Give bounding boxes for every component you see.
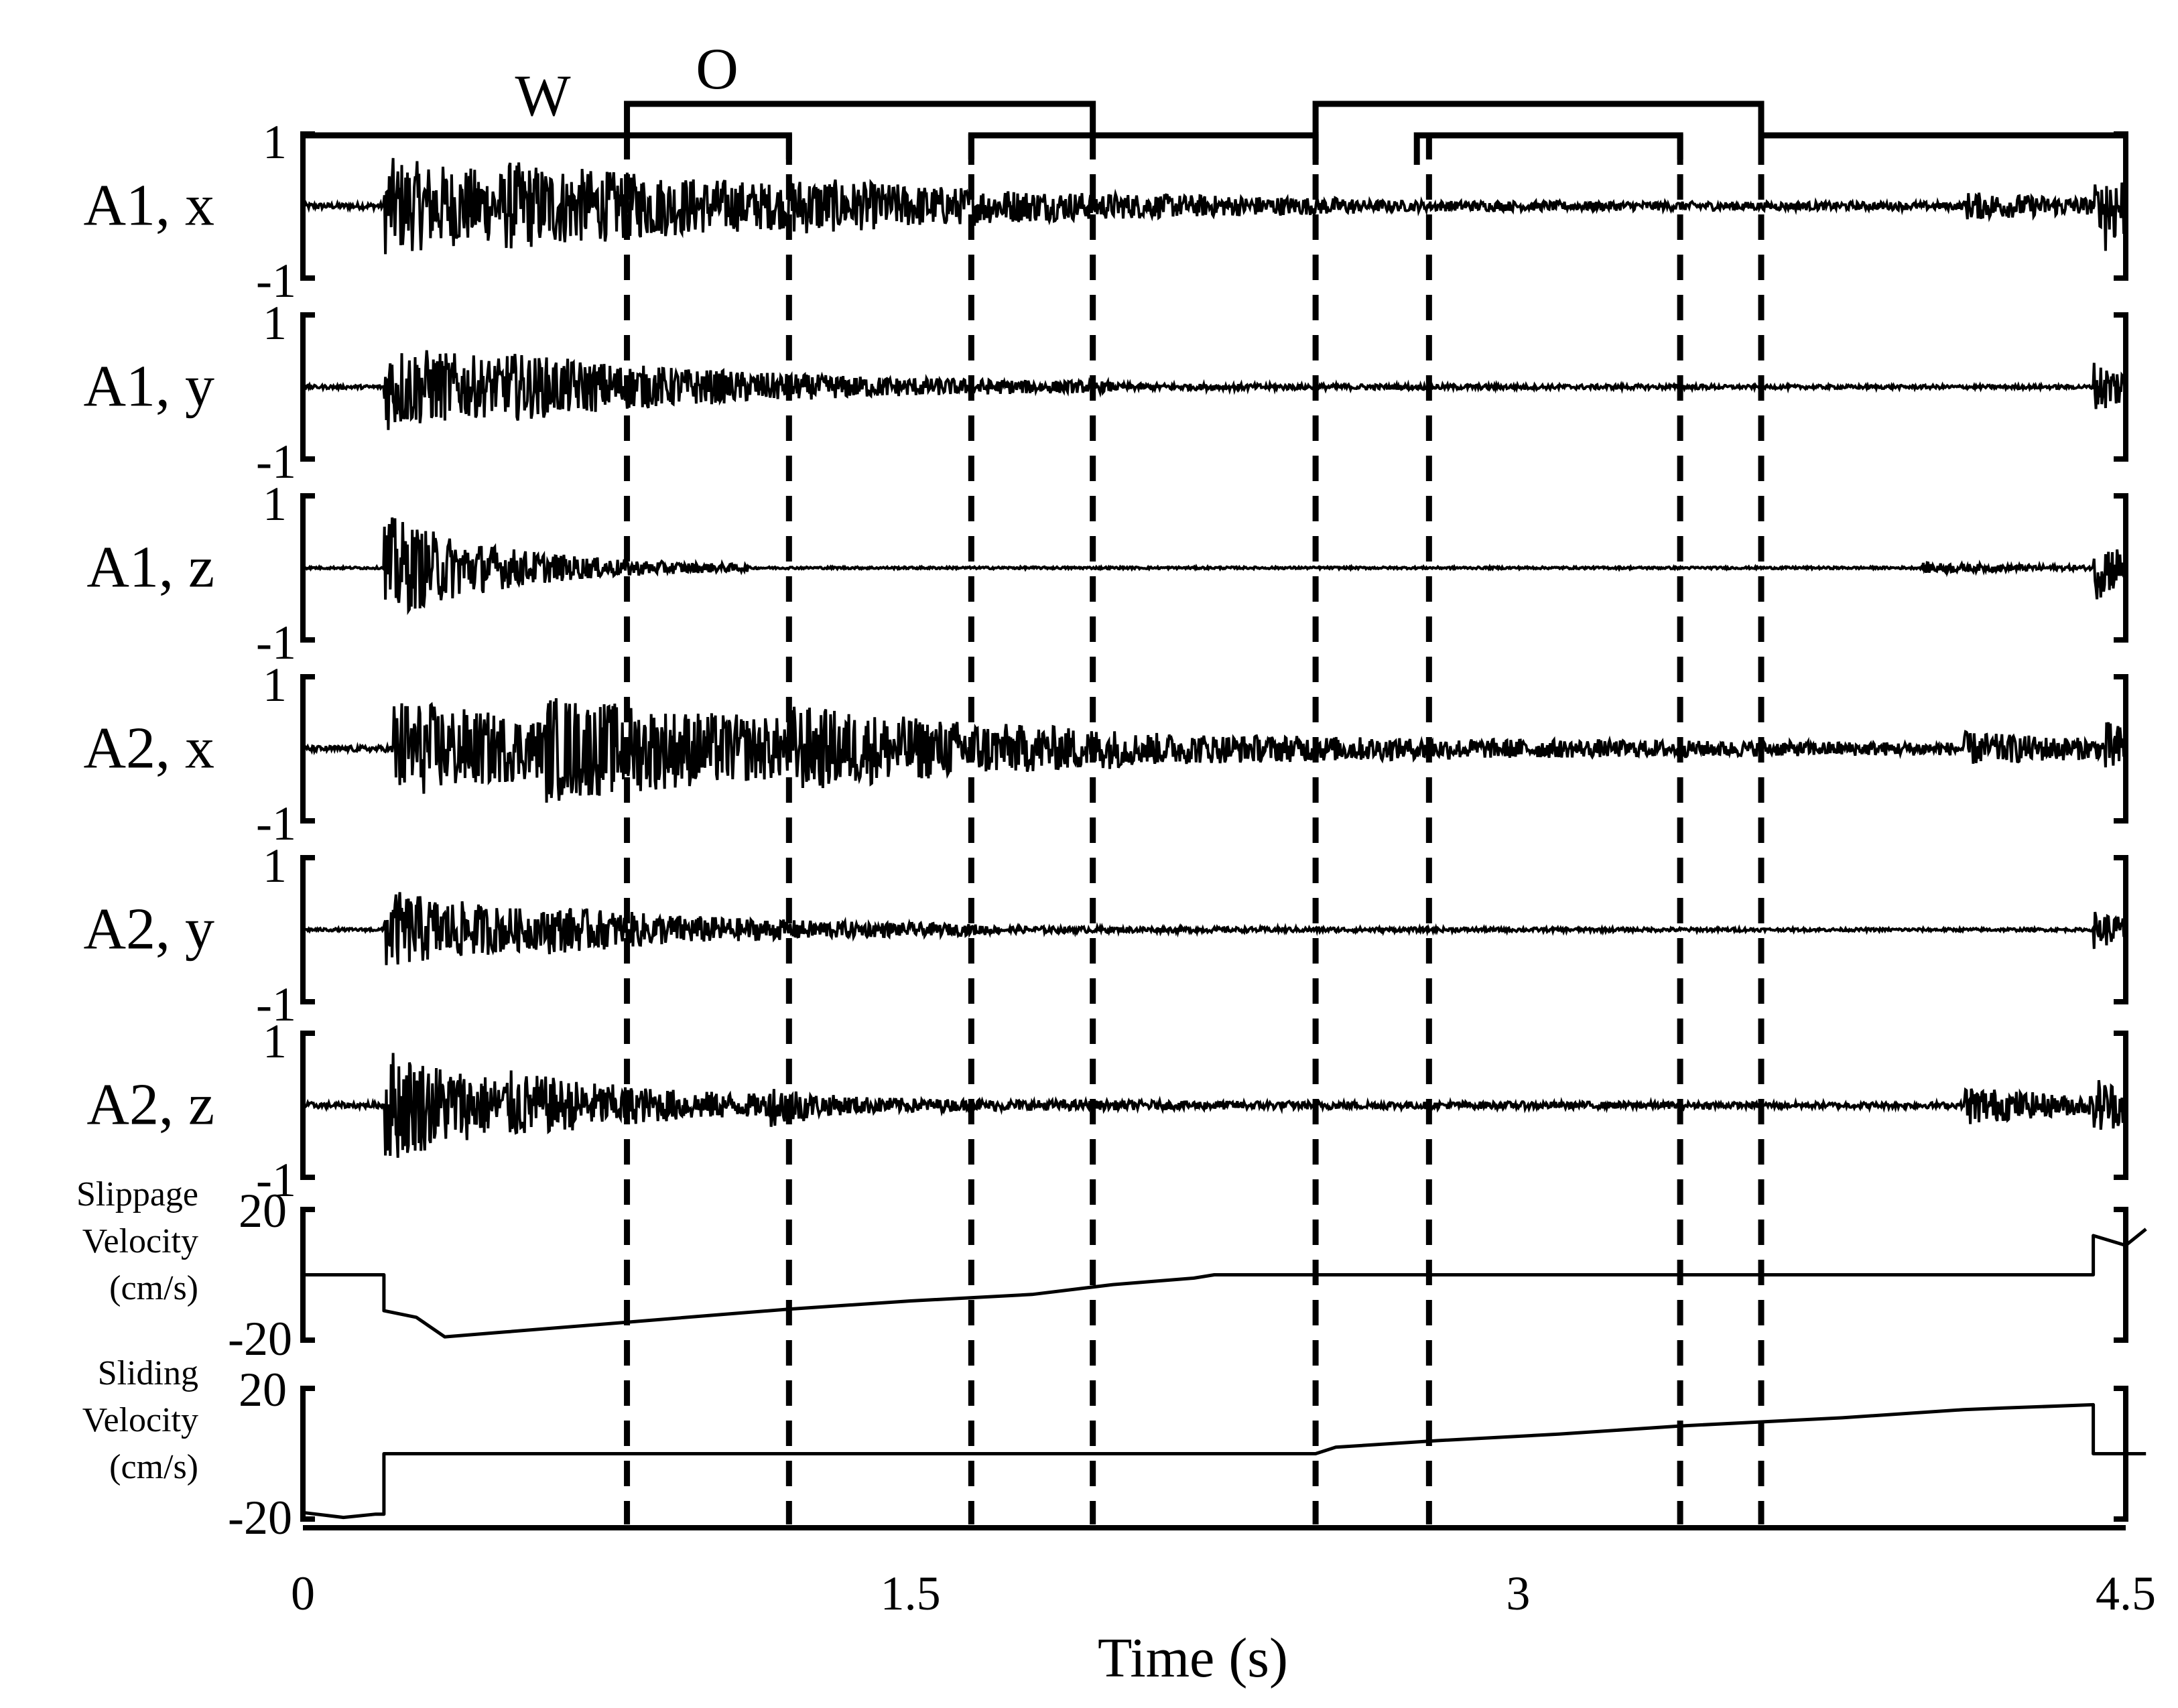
slippage-velocity-right-bracket <box>2114 1207 2128 1343</box>
phase-label-o: O <box>696 37 739 102</box>
x-tick-label: 4.5 <box>2096 1567 2156 1620</box>
a1-z-ytick-top: 1 <box>263 477 287 531</box>
w-phase-bar <box>968 132 1319 165</box>
a2-z-right-bracket <box>2114 1031 2128 1180</box>
a2-y-ytick-top: 1 <box>263 839 287 893</box>
x-tick-label: 3 <box>1506 1567 1530 1620</box>
a1-z-trace <box>302 517 2127 615</box>
phase-boundary-lines <box>624 134 1765 1524</box>
a2-z-label: A2, z <box>86 1073 214 1138</box>
slippage-velocity-label-line-2: Velocity <box>82 1222 198 1260</box>
x-tick-label: 1.5 <box>881 1567 941 1620</box>
a1-x-trace <box>302 157 2127 255</box>
a1-y-trace <box>302 350 2127 430</box>
a2-y-ytick-bottom: -1 <box>256 978 296 1031</box>
x-tick-label: 0 <box>291 1567 315 1620</box>
phase-label-w: W <box>515 64 570 129</box>
a1-z-right-bracket <box>2114 493 2128 643</box>
a2-z-ytick-top: 1 <box>263 1014 287 1068</box>
a2-z-trace <box>302 1053 2127 1158</box>
slippage-velocity-label-line-1: Slippage <box>76 1175 198 1213</box>
x-axis-title: Time (s) <box>1098 1627 1288 1689</box>
a2-y-trace <box>302 892 2127 966</box>
a2-x-left-bracket <box>300 674 315 824</box>
a1-z-label: A1, z <box>86 535 214 600</box>
sliding-velocity-label-line-1: Sliding <box>98 1354 198 1392</box>
sliding-velocity-ytick-top: 20 <box>239 1363 287 1417</box>
a2-x-ytick-top: 1 <box>263 658 287 712</box>
a1-y-label: A1, y <box>83 354 214 419</box>
a1-z-ytick-bottom: -1 <box>256 616 296 669</box>
slippage-velocity-label-line-3: (cm/s) <box>109 1269 198 1307</box>
slippage-velocity-ytick-top: 20 <box>239 1184 287 1238</box>
sliding-velocity-label-line-2: Velocity <box>82 1401 198 1439</box>
w-phase-bar <box>303 132 792 165</box>
o-phase-bar <box>624 101 1096 133</box>
a2-y-right-bracket <box>2114 855 2128 1004</box>
sliding-velocity-trace <box>302 1402 2147 1520</box>
a1-x-ytick-bottom: -1 <box>256 254 296 308</box>
a1-y-left-bracket <box>300 312 315 462</box>
slippage-velocity-trace <box>303 1228 2147 1339</box>
w-phase-bar <box>1758 132 2126 165</box>
signal-panels: A1, x1-1A1, y1-1A1, z1-1A2, x1-1A2, y1-1… <box>76 115 2147 1545</box>
a2-x-right-bracket <box>2114 674 2128 824</box>
a1-y-ytick-top: 1 <box>263 296 287 350</box>
a1-y-ytick-bottom: -1 <box>256 435 296 488</box>
x-axis: 0 1.5 3 4.5 <box>291 1525 2156 1620</box>
a2-x-ytick-bottom: -1 <box>256 797 296 850</box>
sliding-velocity-label-line-3: (cm/s) <box>109 1448 198 1486</box>
sliding-velocity-ytick-bottom: -20 <box>228 1491 292 1545</box>
slippage-velocity-ytick-bottom: -20 <box>228 1312 292 1366</box>
a2-y-label: A2, y <box>83 897 214 962</box>
a2-x-label: A2, x <box>83 716 214 781</box>
a2-x-trace <box>302 698 2127 803</box>
phase-timing-bars <box>303 101 2126 165</box>
a2-z-ytick-bottom: -1 <box>256 1153 296 1207</box>
a1-x-ytick-top: 1 <box>263 115 287 169</box>
o-phase-bar <box>1312 101 1765 133</box>
w-phase-bar <box>1413 132 1683 165</box>
a1-x-label: A1, x <box>83 174 214 239</box>
sliding-velocity-left-bracket <box>300 1386 315 1522</box>
